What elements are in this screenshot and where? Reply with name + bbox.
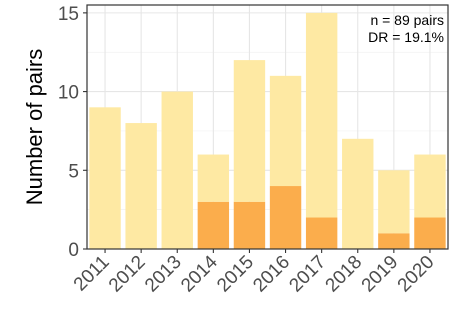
bar-2013-series-1 [161, 91, 193, 249]
x-tick-label: 2016 [249, 252, 294, 297]
annotation-n: n = 89 pairs [370, 12, 444, 28]
y-axis-title: Number of pairs [22, 49, 47, 206]
bar-2018-series-1 [342, 138, 374, 249]
x-tick-label: 2020 [394, 252, 439, 297]
x-tick-label: 2019 [358, 252, 403, 297]
bar-2016-series-0 [269, 186, 302, 249]
y-axis-ticks: 0 5 10 15 [58, 4, 87, 261]
bar-2017-series-1 [305, 12, 338, 218]
panel-border [86, 4, 449, 250]
bar-2020-series-0 [414, 217, 446, 249]
bar-2014-series-0 [197, 201, 230, 249]
x-tick-label: 2015 [213, 252, 258, 297]
bar-2019-series-1 [378, 170, 410, 234]
x-tick-label: 2012 [105, 252, 150, 297]
x-tick-label: 2013 [141, 252, 186, 297]
bar-2017-series-0 [305, 217, 338, 249]
bar-2014-series-1 [197, 154, 230, 202]
bar-2012-series-1 [125, 123, 157, 249]
bar-2011-series-1 [89, 107, 121, 250]
y-tick-label: 0 [68, 240, 79, 261]
x-tick-label: 2018 [322, 252, 367, 297]
bar-2020-series-1 [414, 154, 446, 218]
x-tick-label: 2017 [285, 252, 330, 297]
bar-2016-series-1 [269, 75, 302, 187]
bar-2015-series-1 [233, 60, 266, 202]
y-tick-label: 10 [58, 83, 79, 104]
y-tick-label: 5 [68, 161, 79, 182]
bars [89, 12, 446, 250]
y-tick-label: 15 [58, 4, 79, 25]
annotation-dr: DR = 19.1% [368, 29, 444, 45]
bar-2015-series-0 [233, 201, 266, 249]
x-tick-label: 2014 [177, 251, 222, 296]
bar-2019-series-0 [378, 233, 410, 249]
